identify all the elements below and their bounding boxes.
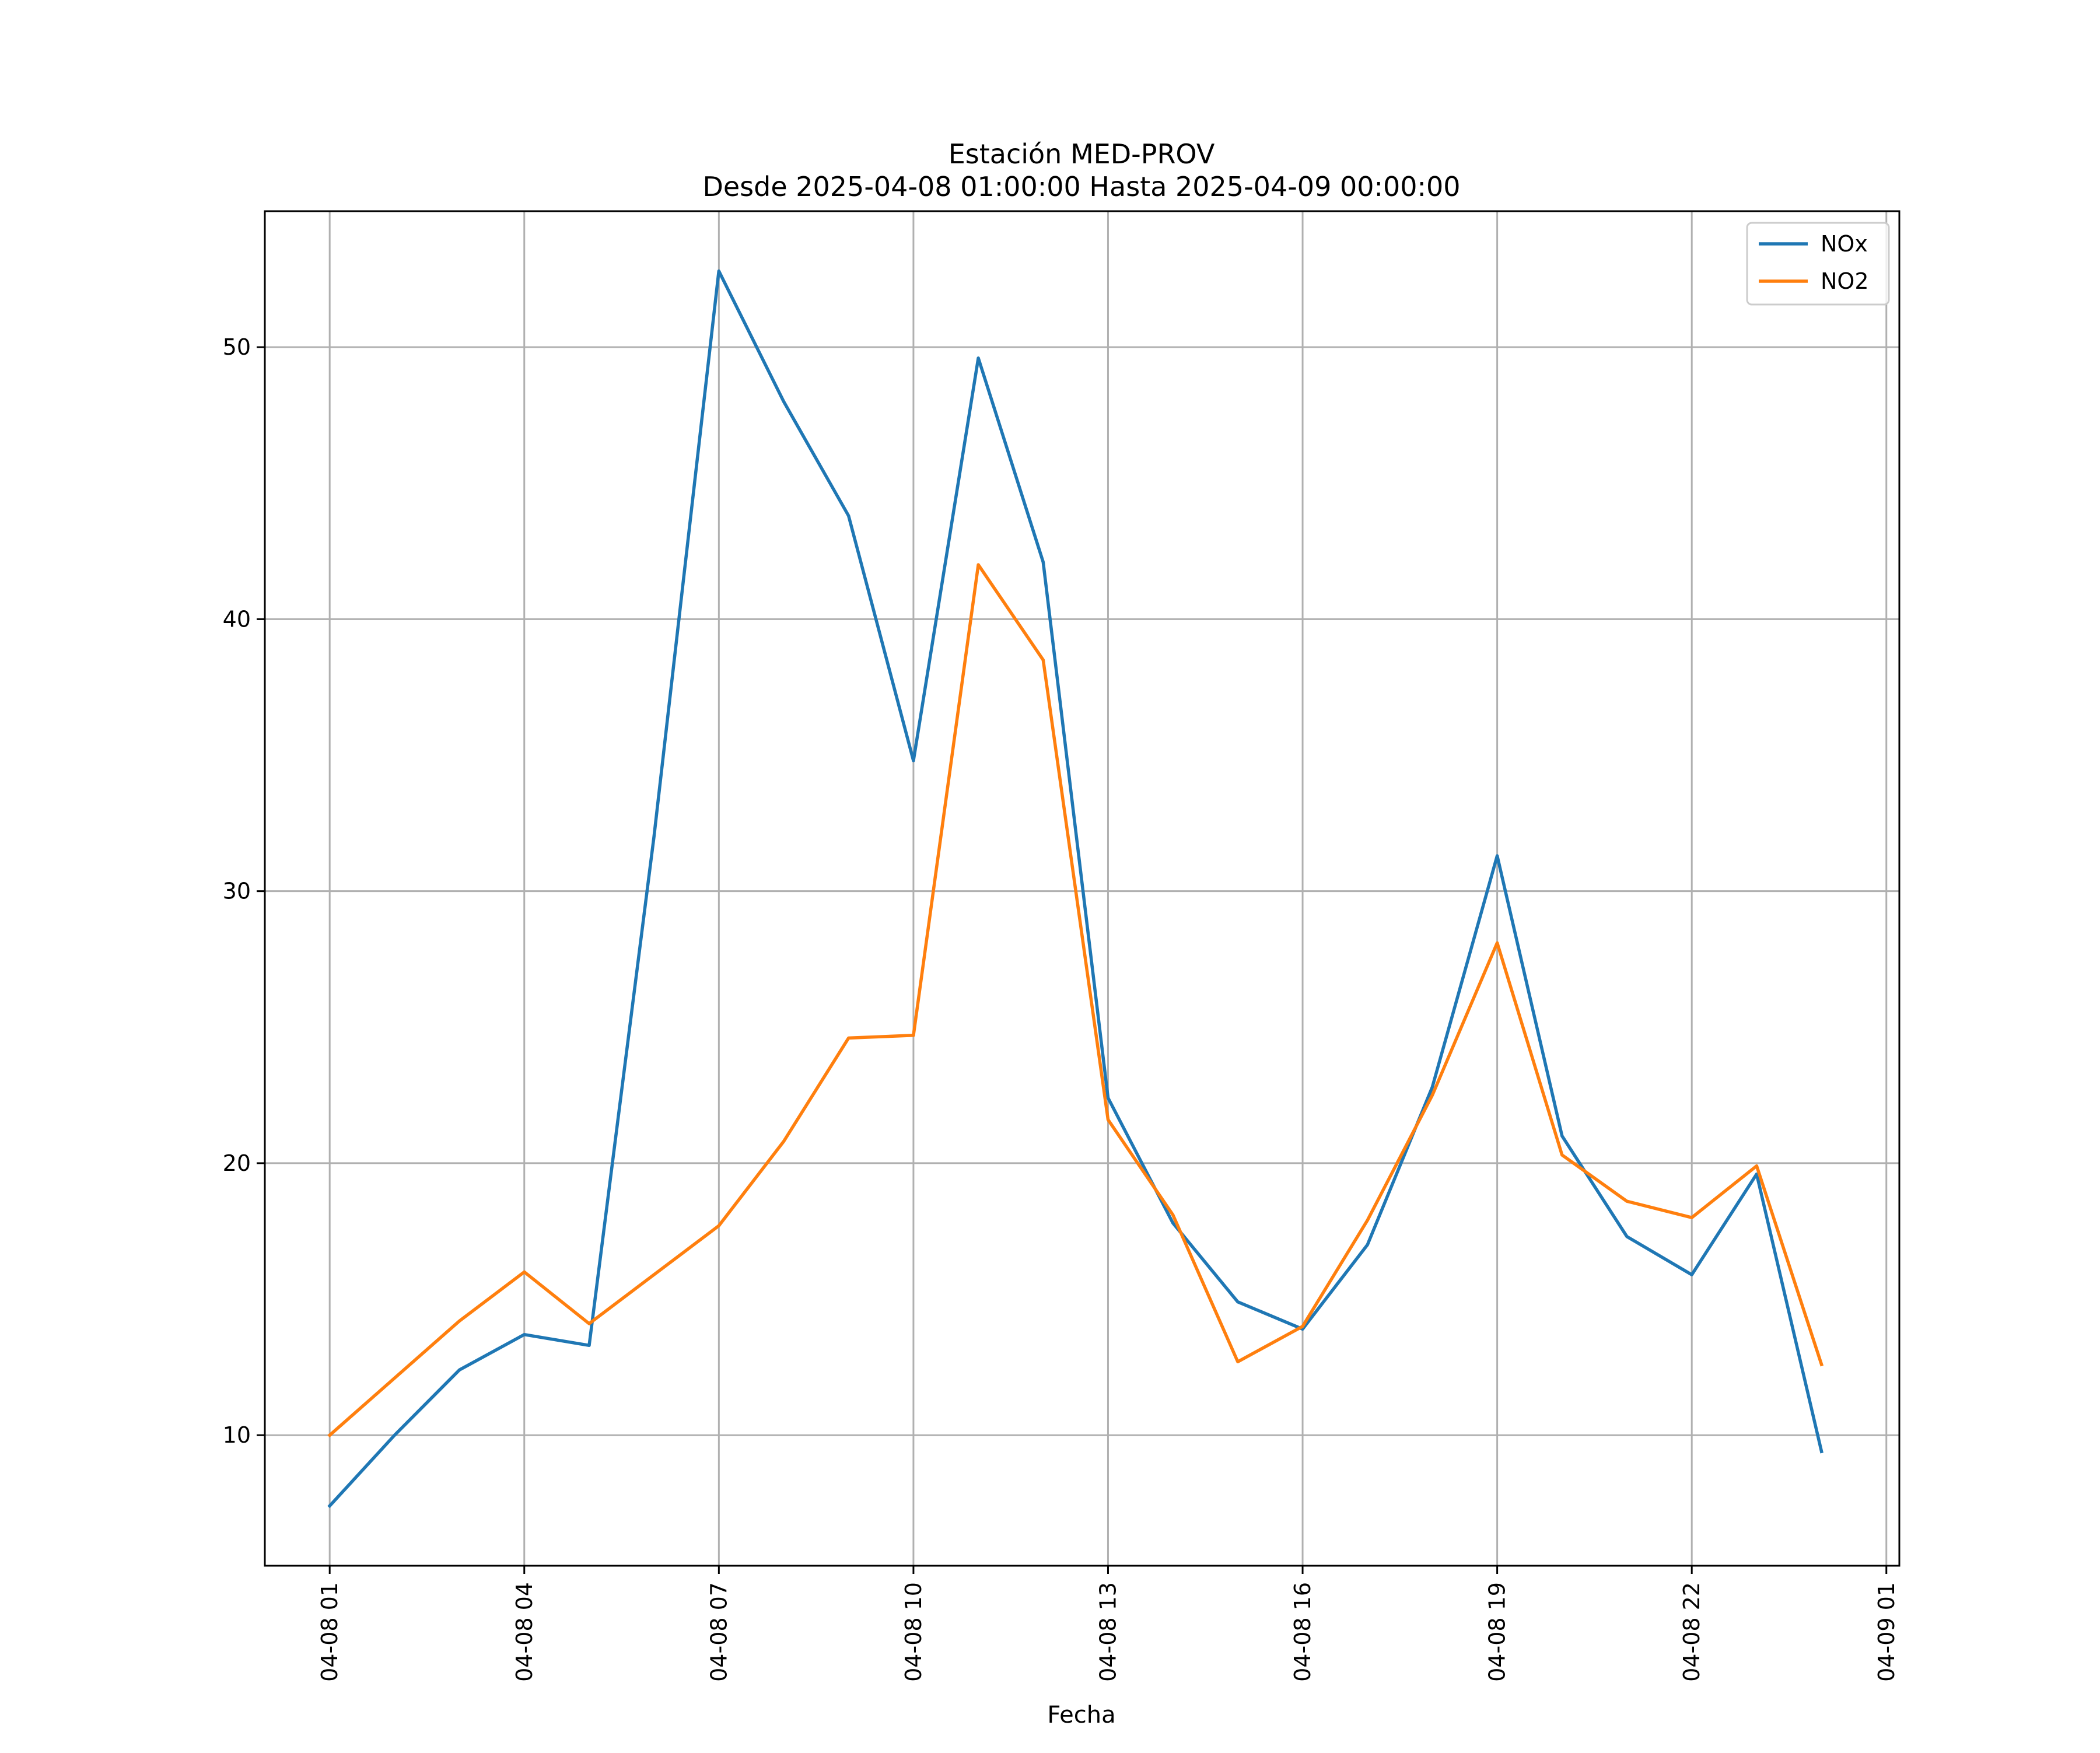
y-tick-label: 20: [223, 1150, 251, 1176]
x-tick-label: 04-08 19: [1485, 1582, 1510, 1682]
legend-label-nox: NOx: [1821, 231, 1868, 257]
legend-label-no2: NO2: [1821, 268, 1869, 294]
x-tick-label: 04-08 01: [317, 1582, 342, 1682]
chart-subtitle: Desde 2025-04-08 01:00:00 Hasta 2025-04-…: [702, 171, 1460, 202]
y-tick-label: 50: [223, 334, 251, 360]
series-line-nox: [327, 269, 1824, 1509]
x-tick-label: 04-08 13: [1095, 1582, 1121, 1682]
x-tick-label: 04-08 04: [512, 1582, 537, 1682]
y-tick-label: 40: [223, 606, 251, 632]
legend: NOx NO2: [1746, 222, 1890, 306]
x-tick-label: 04-08 22: [1679, 1582, 1704, 1682]
legend-entries: NOx NO2: [1759, 231, 1869, 294]
axes: 04-08 01 04-08 04 04-08 07 04-08 10 04-08 13…: [223, 334, 1899, 1682]
y-tick-label: 10: [223, 1422, 251, 1448]
series-lines: [327, 269, 1824, 1509]
x-axis-label: Fecha: [1047, 1702, 1115, 1728]
x-tick-label: 04-08 10: [901, 1582, 926, 1682]
y-tick-label: 30: [223, 879, 251, 904]
x-tick-label: 04-08 16: [1290, 1582, 1315, 1682]
x-tick-label: 04-09 01: [1874, 1582, 1899, 1682]
chart-title: Estación MED-PROV: [949, 138, 1215, 170]
x-tick-label: 04-08 07: [706, 1582, 732, 1682]
series-line-no2: [327, 563, 1824, 1438]
plot-frame: [264, 210, 1901, 1567]
grid: [265, 211, 1899, 1566]
